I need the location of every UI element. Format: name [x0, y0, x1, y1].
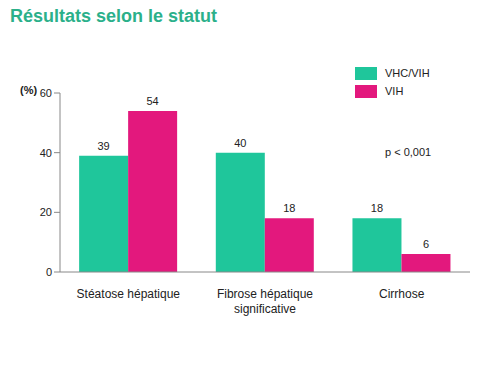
- svg-text:18: 18: [371, 202, 383, 214]
- svg-text:0: 0: [46, 266, 52, 278]
- svg-text:18: 18: [283, 202, 295, 214]
- html-text:Résultats selon le statut: Résultats selon le statut: [10, 6, 218, 26]
- html-text:VHC/VIH: VHC/VIH: [385, 67, 430, 79]
- html-text:p < 0,001: p < 0,001: [385, 146, 432, 158]
- svg-text:20: 20: [40, 206, 52, 218]
- svg-text:6: 6: [423, 238, 429, 250]
- svg-text:39: 39: [98, 140, 110, 152]
- svg-text:40: 40: [40, 147, 52, 159]
- svg-text:Cirrhose: Cirrhose: [379, 287, 425, 301]
- svg-text:Fibrose hépatiquesignificative: Fibrose hépatiquesignificative: [217, 287, 313, 316]
- svg-text:60: 60: [40, 87, 52, 99]
- svg-text:40: 40: [234, 137, 246, 149]
- svg-text:54: 54: [147, 95, 159, 107]
- svg-text:Stéatose hépatique: Stéatose hépatique: [77, 287, 181, 301]
- html-text:VIH: VIH: [385, 85, 404, 97]
